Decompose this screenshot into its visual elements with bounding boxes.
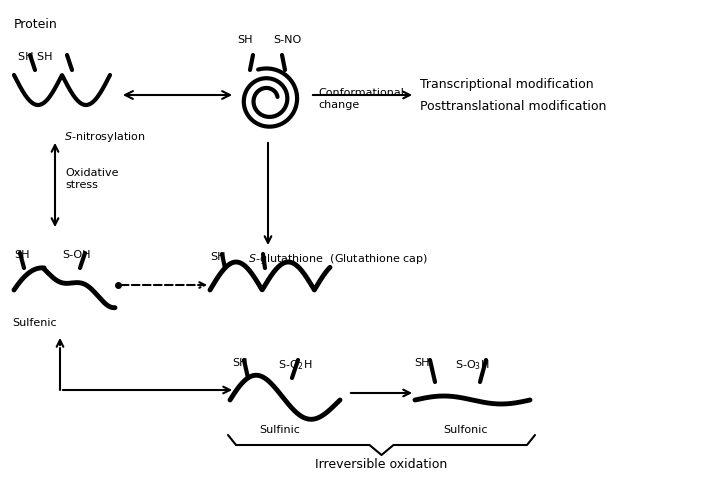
Text: SH SH: SH SH — [18, 52, 52, 62]
Text: $S$-glutathione  (Glutathione cap): $S$-glutathione (Glutathione cap) — [248, 252, 429, 266]
Text: S-OH: S-OH — [62, 250, 90, 260]
Text: Posttranslational modification: Posttranslational modification — [420, 100, 606, 113]
Text: $S$-nitrosylation: $S$-nitrosylation — [64, 130, 146, 144]
Text: S-O$_2$H: S-O$_2$H — [278, 358, 313, 372]
Text: SH: SH — [237, 35, 253, 45]
Text: Oxidative
stress: Oxidative stress — [65, 168, 119, 190]
Text: Irreversible oxidation: Irreversible oxidation — [316, 458, 448, 471]
Text: SH: SH — [414, 358, 430, 368]
Text: SH: SH — [232, 358, 248, 368]
Text: Sulfenic: Sulfenic — [13, 318, 57, 328]
Text: Sulfonic: Sulfonic — [443, 425, 487, 435]
Text: S-NO: S-NO — [273, 35, 301, 45]
Text: Conformational
change: Conformational change — [318, 88, 404, 110]
Text: Transcriptional modification: Transcriptional modification — [420, 78, 594, 91]
Text: S-O$_3$H: S-O$_3$H — [455, 358, 489, 372]
Text: SH: SH — [14, 250, 30, 260]
Text: Sulfinic: Sulfinic — [260, 425, 301, 435]
Text: Protein: Protein — [14, 18, 58, 31]
Text: SH: SH — [210, 252, 225, 262]
